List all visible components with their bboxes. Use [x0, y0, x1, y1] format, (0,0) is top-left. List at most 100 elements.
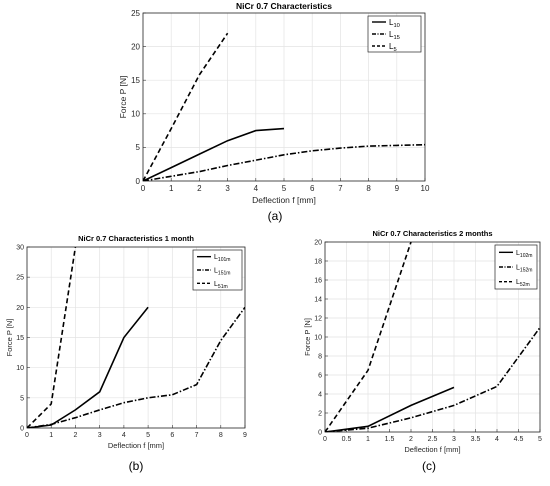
x-tick-label: 4 — [122, 432, 126, 439]
x-tick-label: 6 — [310, 184, 315, 193]
x-tick-label: 5 — [146, 432, 150, 439]
x-tick-label: 3 — [452, 436, 456, 443]
legend-entry-name: L — [389, 18, 394, 27]
panel-caption: (c) — [422, 459, 436, 473]
y-tick-label: 20 — [16, 305, 24, 312]
y-tick-label: 6 — [318, 372, 322, 379]
legend-entry-151m: L151m — [214, 267, 231, 276]
legend-entry-sub: 101m — [218, 257, 231, 263]
y-tick-label: 8 — [318, 353, 322, 360]
series-line-52m — [325, 242, 412, 432]
legend-entry-sub: 10 — [393, 23, 399, 29]
chart-title: NiCr 0.7 Characteristics — [236, 1, 332, 11]
legend-entry-name: L — [214, 254, 218, 261]
x-tick-label: 1 — [169, 184, 174, 193]
y-tick-label: 0 — [318, 429, 322, 436]
legend-entry-sub: 51m — [218, 284, 228, 290]
legend-entry-sub: 5 — [393, 47, 396, 53]
legend-entry-52m: L52m — [516, 279, 530, 288]
y-tick-label: 25 — [131, 9, 140, 18]
x-tick-label: 4 — [254, 184, 259, 193]
x-tick-label: 4.5 — [514, 436, 524, 443]
legend-entry-name: L — [516, 250, 520, 257]
legend-entry-name: L — [389, 42, 394, 51]
y-tick-label: 0 — [20, 425, 24, 432]
legend-entry-sub: 151m — [218, 270, 231, 276]
x-tick-label: 5 — [282, 184, 287, 193]
x-tick-label: 0.5 — [342, 436, 352, 443]
x-tick-label: 7 — [195, 432, 199, 439]
panel-caption: (a) — [268, 209, 283, 223]
y-tick-label: 15 — [16, 335, 24, 342]
y-tick-label: 30 — [16, 244, 24, 251]
series-line-102m — [325, 386, 455, 432]
x-tick-label: 2 — [409, 436, 413, 443]
y-tick-label: 2 — [318, 410, 322, 417]
x-tick-label: 2 — [73, 432, 77, 439]
x-tick-label: 3.5 — [471, 436, 481, 443]
x-tick-label: 3 — [98, 432, 102, 439]
y-tick-label: 16 — [314, 277, 322, 284]
series-line-10 — [143, 127, 285, 181]
chart-panel-2: 0 0.5 1 1.5 2 2.5 3 3.5 4 4.5 5 0 2 4 6 8 10 12 14 16 18 20 Ni… — [303, 229, 542, 473]
legend-entry-5: L5 — [389, 42, 397, 53]
chart-panel-1: 0 1 2 3 4 5 6 7 8 9 0 5 10 15 20 25 30 NiCr 0.7 Character… — [5, 234, 247, 473]
x-tick-label: 1.5 — [385, 436, 395, 443]
x-axis-label: Deflection f [mm] — [252, 195, 316, 205]
legend-entry-51m: L51m — [214, 281, 228, 290]
x-tick-label: 1 — [366, 436, 370, 443]
legend-entry-name: L — [516, 264, 520, 271]
series-line-5 — [143, 32, 229, 181]
chart-title: NiCr 0.7 Characteristics 1 month — [78, 234, 194, 243]
legend-entry-sub: 15 — [393, 35, 399, 41]
legend-entry-name: L — [214, 267, 218, 274]
x-tick-label: 2 — [197, 184, 202, 193]
legend-entry-152m: L152m — [516, 264, 533, 273]
y-axis-label: Force P [N] — [303, 318, 312, 356]
y-tick-label: 4 — [318, 391, 322, 398]
y-tick-label: 5 — [20, 395, 24, 402]
y-tick-label: 20 — [131, 42, 140, 51]
legend-entry-sub: 102m — [520, 253, 533, 259]
x-tick-label: 5 — [538, 436, 542, 443]
y-tick-label: 10 — [131, 110, 140, 119]
legend-entry-name: L — [516, 279, 520, 286]
axes-box — [142, 12, 426, 182]
legend-entry-10: L10 — [389, 18, 400, 29]
legend-entry-101m: L101m — [214, 254, 231, 263]
x-tick-label: 6 — [170, 432, 174, 439]
chart-panel-0: 0 1 2 3 4 5 6 7 8 9 10 0 5 10 15 20 25 NiCr 0.7 Character… — [118, 1, 430, 223]
y-tick-label: 0 — [136, 177, 141, 186]
x-tick-label: 2.5 — [428, 436, 438, 443]
x-axis-label: Deflection f [mm] — [404, 445, 460, 454]
legend-entry-sub: 52m — [520, 282, 530, 288]
x-tick-label: 0 — [323, 436, 327, 443]
x-tick-label: 8 — [219, 432, 223, 439]
x-tick-label: 0 — [25, 432, 29, 439]
y-tick-label: 5 — [136, 143, 141, 152]
x-tick-label: 0 — [141, 184, 146, 193]
y-tick-label: 25 — [16, 275, 24, 282]
y-tick-label: 12 — [314, 315, 322, 322]
legend-entry-sub: 152m — [520, 267, 533, 273]
y-tick-label: 20 — [314, 239, 322, 246]
x-tick-label: 4 — [495, 436, 499, 443]
y-tick-label: 18 — [314, 258, 322, 265]
x-tick-label: 1 — [49, 432, 53, 439]
legend-entry-15: L15 — [389, 30, 400, 41]
legend-entry-name: L — [389, 30, 394, 39]
y-axis-label: Force P [N] — [5, 319, 14, 357]
x-tick-label: 7 — [338, 184, 343, 193]
series-line-152m — [325, 327, 540, 432]
series-line-51m — [27, 247, 77, 428]
legend-entry-102m: L102m — [516, 250, 533, 259]
y-axis-label: Force P [N] — [118, 76, 128, 119]
x-tick-label: 3 — [225, 184, 230, 193]
x-tick-label: 9 — [243, 432, 247, 439]
y-tick-label: 10 — [16, 365, 24, 372]
x-axis-label: Deflection f [mm] — [108, 441, 164, 450]
